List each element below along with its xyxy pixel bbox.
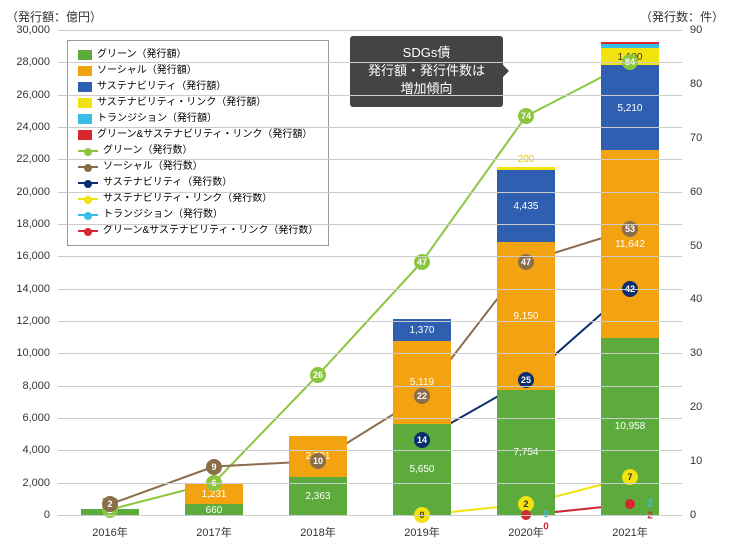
- bar-seg-green: [185, 504, 242, 515]
- bar-seg-sustain: [497, 170, 554, 242]
- x-tick: 2020年: [508, 524, 543, 540]
- x-tick: 2019年: [404, 524, 439, 540]
- bar-seg-sustain_link: [497, 167, 554, 170]
- legend-item: グリーン&サステナビリティ・リンク（発行額）: [78, 127, 318, 143]
- y-left-tick: 10,000: [0, 347, 50, 359]
- y-left-tick: 0: [0, 509, 50, 521]
- legend-item: ソーシャル（発行数）: [78, 159, 318, 175]
- legend-item: ソーシャル（発行額）: [78, 63, 318, 79]
- y-left-tick: 12,000: [0, 315, 50, 327]
- bar-group: 10,95811,6425,2101,100200160: [601, 30, 658, 515]
- y-right-tick: 50: [690, 240, 730, 252]
- x-tick: 2018年: [300, 524, 335, 540]
- y-left-tick: 8,000: [0, 380, 50, 392]
- sdgs-bond-chart: （発行額：億円） （発行数：件） 3506601,2312,3632,5215,…: [0, 0, 730, 550]
- y-left-tick: 16,000: [0, 250, 50, 262]
- legend-item: グリーン（発行額）: [78, 47, 318, 63]
- bar-seg-green: [601, 338, 658, 515]
- y-right-tick: 80: [690, 78, 730, 90]
- y-right-tick: 70: [690, 132, 730, 144]
- y-right-tick: 60: [690, 186, 730, 198]
- marker-l_social: 9: [206, 459, 222, 475]
- y-left-tick: 24,000: [0, 121, 50, 133]
- marker-l_green_sl: [625, 499, 635, 509]
- bar-val: 160: [601, 0, 658, 2]
- legend-item: トランジション（発行数）: [78, 207, 318, 223]
- marker-l_green: 26: [310, 367, 326, 383]
- x-tick: 2016年: [92, 524, 127, 540]
- legend: グリーン（発行額）ソーシャル（発行額）サステナビリティ（発行額）サステナビリティ…: [67, 40, 329, 246]
- y-right-tick: 10: [690, 455, 730, 467]
- marker-l_green: 74: [518, 108, 534, 124]
- bar-seg-social: [601, 150, 658, 338]
- legend-item: サステナビリティ（発行額）: [78, 79, 318, 95]
- y-left-tick: 26,000: [0, 89, 50, 101]
- legend-item: グリーン（発行数）: [78, 143, 318, 159]
- y-left-tick: 14,000: [0, 283, 50, 295]
- callout: SDGs債発行額・発行件数は増加傾向: [350, 36, 503, 107]
- legend-item: グリーン&サステナビリティ・リンク（発行数）: [78, 223, 318, 239]
- right-axis-title: （発行数：件）: [640, 8, 724, 25]
- y-left-tick: 20,000: [0, 186, 50, 198]
- marker-l_sustain: 14: [414, 432, 430, 448]
- legend-item: サステナビリティ（発行数）: [78, 175, 318, 191]
- legend-item: トランジション（発行額）: [78, 111, 318, 127]
- y-right-tick: 90: [690, 24, 730, 36]
- x-tick: 2021年: [612, 524, 647, 540]
- bar-group: 7,7549,1504,435200: [497, 30, 554, 515]
- marker-l_social: 2: [102, 496, 118, 512]
- bar-seg-sustain: [393, 319, 450, 341]
- marker-l_social: 10: [310, 453, 326, 469]
- y-right-tick: 20: [690, 401, 730, 413]
- legend-item: サステナビリティ・リンク（発行数）: [78, 191, 318, 207]
- y-left-tick: 30,000: [0, 24, 50, 36]
- legend-item: サステナビリティ・リンク（発行額）: [78, 95, 318, 111]
- y-left-tick: 6,000: [0, 412, 50, 424]
- x-tick: 2017年: [196, 524, 231, 540]
- bar-seg-green_sl: [601, 42, 658, 45]
- y-right-tick: 40: [690, 293, 730, 305]
- left-axis-title: （発行額：億円）: [6, 8, 102, 25]
- bar-seg-sustain: [601, 65, 658, 149]
- y-right-tick: 30: [690, 347, 730, 359]
- y-left-tick: 4,000: [0, 444, 50, 456]
- marker-l_social: 22: [414, 388, 430, 404]
- y-right-tick: 0: [690, 509, 730, 521]
- y-left-tick: 22,000: [0, 153, 50, 165]
- y-left-tick: 18,000: [0, 218, 50, 230]
- y-left-tick: 2,000: [0, 477, 50, 489]
- y-left-tick: 28,000: [0, 56, 50, 68]
- bar-seg-transition: [601, 44, 658, 47]
